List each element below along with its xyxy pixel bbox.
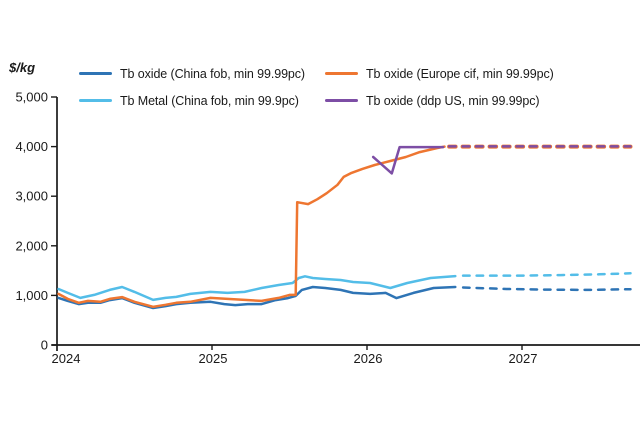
legend-swatch-tb-oxide-europe-cif: [325, 72, 358, 75]
legend-label: Tb oxide (Europe cif, min 99.99pc): [366, 66, 554, 81]
tb-oxide-ddp-us-line-solid: [371, 145, 445, 175]
legend-swatch-tb-oxide-china-fob: [79, 72, 112, 75]
x-tick-label: 2026: [354, 351, 383, 366]
y-axis-unit-label: $/kg: [9, 60, 36, 75]
y-tick-label: 4,000: [15, 139, 48, 154]
legend-label: Tb oxide (ddp US, min 99.99pc): [366, 93, 540, 108]
legend-item-tb-oxide-europe-cif: Tb oxide (Europe cif, min 99.99pc): [325, 65, 554, 82]
chart-legend: Tb oxide (China fob, min 99.99pc) Tb oxid…: [79, 65, 554, 109]
legend-item-tb-oxide-china-fob: Tb oxide (China fob, min 99.99pc): [79, 65, 325, 82]
tb-oxide-europe-cif-line-solid: [57, 145, 446, 309]
legend-swatch-tb-oxide-ddp-us: [325, 99, 358, 102]
legend-label: Tb Metal (China fob, min 99.9pc): [120, 93, 299, 108]
legend-swatch-tb-metal-china-fob: [79, 99, 112, 102]
tb-metal-china-fob-line-dashed: [461, 272, 632, 277]
x-tick-label: 2024: [52, 351, 81, 366]
legend-label: Tb oxide (China fob, min 99.99pc): [120, 66, 305, 81]
y-tick-label: 0: [41, 338, 48, 353]
legend-item-tb-oxide-ddp-us: Tb oxide (ddp US, min 99.99pc): [325, 92, 554, 109]
x-tick-label: 2025: [199, 351, 228, 366]
y-tick-label: 5,000: [15, 90, 48, 105]
y-tick-label: 2,000: [15, 238, 48, 253]
tb-oxide-china-fob-line-dashed: [461, 286, 632, 292]
x-tick-label: 2027: [509, 351, 538, 366]
legend-item-tb-metal-china-fob: Tb Metal (China fob, min 99.9pc): [79, 92, 325, 109]
y-tick-label: 1,000: [15, 288, 48, 303]
tb-metal-china-fob-line-solid: [57, 274, 457, 302]
y-tick-label: 3,000: [15, 189, 48, 204]
